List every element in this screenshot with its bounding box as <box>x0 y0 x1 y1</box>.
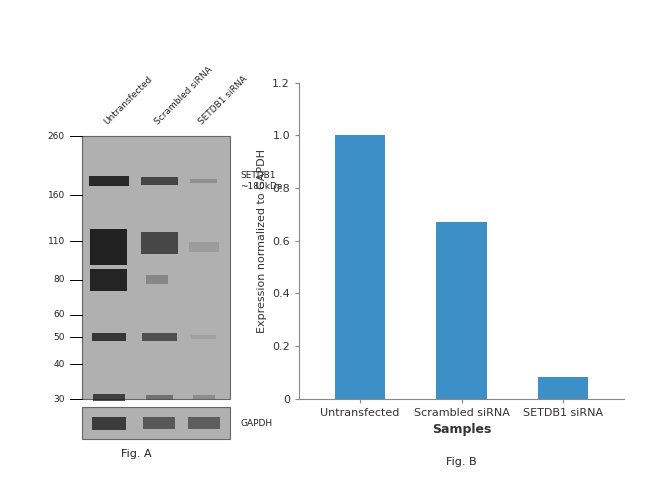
Bar <box>192 395 214 400</box>
Text: 30: 30 <box>53 395 65 404</box>
Bar <box>142 333 177 341</box>
Text: 40: 40 <box>53 360 65 369</box>
Text: Fig. B: Fig. B <box>446 456 477 467</box>
Bar <box>146 276 168 284</box>
Bar <box>190 179 217 183</box>
Bar <box>143 417 176 429</box>
Bar <box>93 394 125 401</box>
Text: 110: 110 <box>47 237 65 245</box>
Bar <box>140 232 177 254</box>
Text: Scrambled siRNA: Scrambled siRNA <box>153 65 215 126</box>
Text: 60: 60 <box>53 311 65 319</box>
X-axis label: Samples: Samples <box>432 423 491 436</box>
Text: 160: 160 <box>47 191 65 200</box>
Text: 260: 260 <box>47 132 65 141</box>
Bar <box>92 417 126 430</box>
Bar <box>189 242 218 252</box>
Bar <box>92 333 126 341</box>
Text: GAPDH: GAPDH <box>240 419 272 428</box>
Bar <box>89 176 129 186</box>
Bar <box>188 417 220 429</box>
Bar <box>538 378 588 399</box>
Bar <box>335 135 385 399</box>
Y-axis label: Expression normalized to GAPDH: Expression normalized to GAPDH <box>257 149 266 332</box>
Bar <box>140 177 177 186</box>
Text: SETDB1
~180kDa: SETDB1 ~180kDa <box>240 171 283 191</box>
Text: SETDB1 siRNA: SETDB1 siRNA <box>198 74 250 126</box>
Bar <box>146 395 173 400</box>
Text: Fig. A: Fig. A <box>121 449 152 459</box>
Text: 50: 50 <box>53 332 65 342</box>
Text: Untransfected: Untransfected <box>103 74 154 126</box>
Bar <box>90 229 127 265</box>
Bar <box>191 335 216 339</box>
Bar <box>82 136 230 399</box>
Text: 80: 80 <box>53 276 65 284</box>
Bar <box>82 407 230 439</box>
Bar <box>90 269 127 291</box>
Bar <box>436 222 487 399</box>
